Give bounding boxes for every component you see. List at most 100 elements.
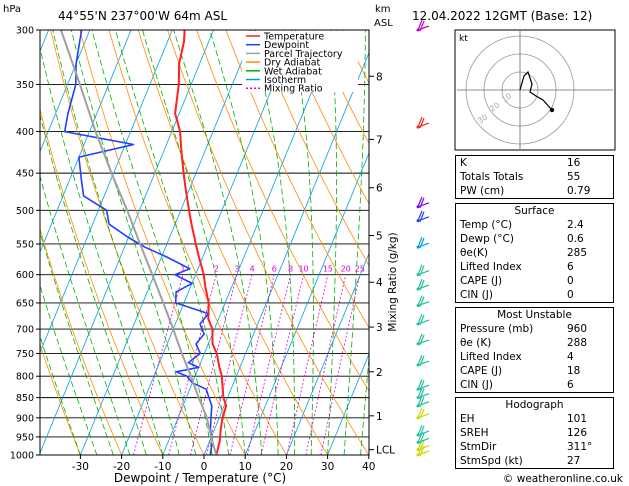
legend-label: Mixing Ratio — [264, 84, 323, 95]
mixing-ratio-label: 2 — [214, 265, 219, 274]
temperature-tick-label: 30 — [321, 461, 334, 473]
wet-adiabat-line — [40, 334, 81, 455]
pressure-tick-label: 600 — [16, 270, 34, 281]
wet-adiabat-line — [327, 30, 337, 455]
index-value: 27 — [567, 455, 581, 467]
mixing-ratio-label: 10 — [298, 265, 308, 274]
mixing-ratio-label: 20 — [341, 265, 351, 274]
height-tick-label: 5 — [376, 231, 383, 243]
profile-lines — [60, 30, 228, 455]
tt-value: 55 — [567, 171, 581, 183]
index-label: Lifted Index — [460, 261, 522, 273]
pressure-tick-label: 850 — [16, 393, 34, 404]
temperature-tick-label: 10 — [239, 461, 252, 473]
legend-label: Isotherm — [264, 75, 306, 86]
section-title: Surface — [514, 205, 555, 217]
temperature-tick-label: -20 — [113, 461, 130, 473]
indices-hodo-table: Hodograph EH 101 SREH 126 StmDir 311° StmSpd (k… — [455, 397, 614, 469]
profile-temperature — [174, 30, 228, 455]
wet-adiabat-line — [115, 30, 230, 455]
pressure-tick-label: 950 — [16, 432, 34, 443]
pressure-tick-label: 550 — [16, 239, 34, 250]
index-value: 0.6 — [567, 233, 584, 245]
wind-barb — [416, 354, 430, 367]
pressure-tick-label: 400 — [16, 127, 34, 138]
index-value: 101 — [567, 413, 588, 425]
isotherm-line — [40, 30, 214, 455]
pressure-tick-label: 450 — [16, 169, 34, 180]
wet-adiabat-line — [91, 30, 213, 455]
index-label: SREH — [460, 427, 489, 439]
index-label: StmSpd (kt) — [460, 455, 523, 467]
index-value: 0 — [567, 275, 574, 287]
wind-barbs — [416, 19, 430, 457]
wet-adiabat-line — [40, 174, 131, 455]
k-label: K — [460, 157, 467, 169]
index-label: CIN (J) — [460, 379, 493, 391]
wind-barb — [416, 116, 430, 129]
mixing-ratio-label: 6 — [272, 265, 277, 274]
asl-label: ASL — [374, 18, 393, 29]
pressure-tick-label: 700 — [16, 325, 34, 336]
km-label: km — [375, 4, 391, 15]
dry-adiabat-line — [40, 343, 81, 455]
wet-adiabat-line — [70, 30, 197, 455]
pressure-tick-label: 650 — [16, 298, 34, 309]
mixing-ratio-line — [133, 274, 184, 455]
station-title: 44°55'N 237°00'W 64m ASL — [58, 9, 227, 23]
height-tick-label: 6 — [376, 183, 383, 195]
wet-adiabat-line — [377, 30, 421, 455]
wind-barb — [416, 295, 430, 308]
index-label: θe (K) — [460, 337, 492, 349]
wind-barb — [416, 395, 430, 408]
isotherm-line — [327, 352, 369, 455]
hodograph-trace — [519, 70, 553, 111]
mixing-ratio-label: 4 — [250, 265, 255, 274]
section-title: Hodograph — [505, 399, 564, 411]
wind-barb — [416, 210, 430, 223]
hodograph-endpoint — [549, 107, 555, 113]
height-tick-label: 4 — [376, 277, 383, 289]
tt-label: Totals Totals — [460, 171, 524, 183]
index-label: StmDir — [460, 441, 497, 453]
wind-barb — [416, 387, 430, 400]
isotherm-line — [286, 252, 369, 455]
legend-label: Temperature — [263, 32, 324, 43]
wet-adiabat-line — [40, 46, 164, 455]
isotherm-line — [40, 30, 91, 153]
wet-adiabat-line — [209, 30, 279, 455]
wind-barb — [416, 264, 430, 277]
hpa-label: hPa — [3, 4, 21, 15]
mixing-ratio-label: 25 — [355, 265, 365, 274]
dry-adiabat-line — [40, 227, 122, 455]
index-label: EH — [460, 413, 475, 425]
height-axis: 8 7 6 5 4 3 2 1 LCL — [369, 71, 395, 457]
dry-adiabat-line — [167, 30, 369, 455]
pressure-tick-label: 900 — [16, 413, 34, 424]
pressure-tick-label: 300 — [16, 26, 34, 37]
mixing-ratio-line — [206, 274, 253, 455]
wind-barb — [416, 424, 430, 437]
temperature-tick-label: 20 — [280, 461, 293, 473]
mixing-ratio-line — [168, 274, 217, 455]
temperature-tick-label: 40 — [362, 461, 375, 473]
pressure-tick-label: 350 — [16, 80, 34, 91]
index-value: 126 — [567, 427, 588, 439]
index-label: CAPE (J) — [460, 275, 503, 287]
mixing-ratio-label: 1 — [180, 265, 185, 274]
index-value: 311° — [567, 441, 593, 453]
wet-adiabat-line — [343, 30, 366, 455]
index-value: 2.4 — [567, 219, 584, 231]
datetime-title: 12.04.2022 12GMT (Base: 12) — [412, 9, 592, 23]
wind-barb — [416, 333, 430, 346]
mixing-ratio-label: 3 — [234, 265, 239, 274]
isotherm-line — [162, 30, 338, 455]
legend-label: Dry Adiabat — [264, 58, 321, 69]
index-label: Dewp (°C) — [460, 233, 514, 245]
isotherm-line — [80, 30, 256, 455]
indices-panel: K 16 Totals Totals 55 PW (cm) 0.79 Surface T… — [455, 155, 614, 469]
isotherm-line — [203, 51, 369, 455]
index-value: 4 — [567, 351, 574, 363]
